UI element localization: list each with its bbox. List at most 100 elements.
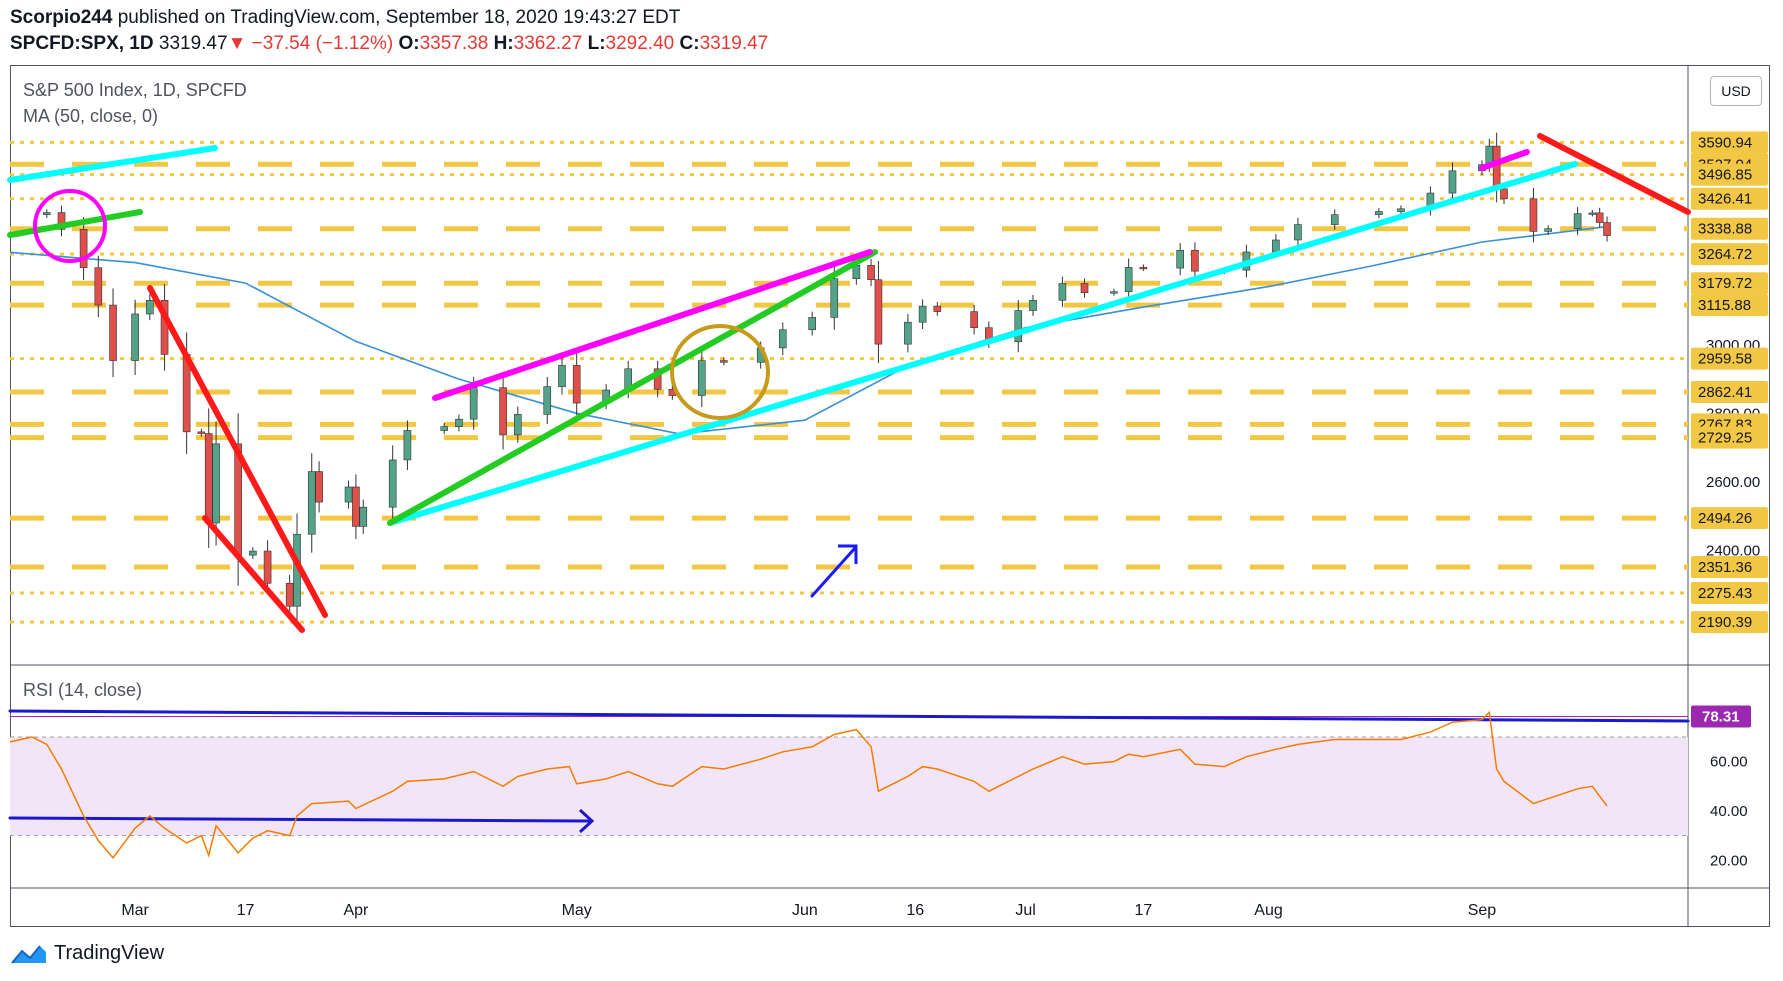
candle-up bbox=[778, 329, 787, 349]
level-label-bg bbox=[1691, 131, 1768, 154]
time-axis-tick: Sep bbox=[1468, 902, 1497, 919]
low-value: 3292.40 bbox=[605, 33, 675, 54]
candle-up bbox=[359, 506, 368, 527]
candle-up bbox=[146, 299, 154, 315]
level-label: 3179.72 bbox=[1698, 275, 1752, 292]
candle-down bbox=[499, 387, 507, 436]
candle-down bbox=[1139, 267, 1148, 270]
level-label-bg bbox=[1691, 507, 1768, 530]
tradingview-logo-icon bbox=[11, 944, 46, 964]
candle-up bbox=[514, 414, 522, 436]
candle-up bbox=[698, 360, 706, 396]
rsi-legend[interactable]: RSI (14, close) bbox=[23, 680, 143, 700]
candle-up bbox=[344, 486, 353, 503]
cyan-trendline-top bbox=[7, 145, 218, 183]
candle-down bbox=[720, 360, 728, 363]
down-arrow-icon: ▼ bbox=[227, 33, 247, 54]
magenta-circle-annotation bbox=[33, 189, 107, 263]
currency-button[interactable]: USD bbox=[1710, 76, 1762, 106]
candle-down bbox=[109, 304, 117, 361]
candle-up bbox=[830, 278, 839, 318]
ohlc-bar: SPCFD:SPX, 1D 3319.47▼ −37.54 (−1.12%) O… bbox=[10, 33, 768, 55]
level-label-bg bbox=[1691, 611, 1768, 634]
candle-up bbox=[1375, 211, 1383, 215]
candle-up bbox=[1014, 310, 1023, 343]
low-label: L: bbox=[587, 33, 606, 54]
green-trendline bbox=[387, 249, 878, 526]
level-label: 2494.26 bbox=[1698, 510, 1752, 527]
publish-info: Scorpio244 published on TradingView.com,… bbox=[10, 7, 680, 29]
candle-down bbox=[1595, 212, 1604, 223]
candle-down bbox=[867, 265, 875, 281]
price-axis-tick: 2600.00 bbox=[1706, 474, 1760, 491]
open-label: O: bbox=[398, 33, 420, 54]
level-label: 3338.88 bbox=[1698, 221, 1752, 238]
level-label: 3264.72 bbox=[1698, 246, 1752, 263]
time-axis-tick: 17 bbox=[1134, 902, 1152, 919]
candle-up bbox=[1544, 228, 1552, 232]
level-label-bg bbox=[1691, 380, 1768, 403]
candle-down bbox=[572, 365, 581, 404]
candle-down bbox=[1191, 249, 1199, 272]
candle-up bbox=[42, 212, 51, 215]
time-axis-tick: Jun bbox=[792, 902, 818, 919]
level-label: 3496.85 bbox=[1698, 167, 1752, 184]
candle-up bbox=[1573, 213, 1582, 229]
candle-down bbox=[263, 550, 272, 584]
level-label: 2351.36 bbox=[1698, 559, 1752, 576]
candle-down bbox=[1080, 283, 1089, 294]
level-label: 2275.43 bbox=[1698, 585, 1752, 602]
candle-down bbox=[94, 267, 103, 306]
level-label: 2729.25 bbox=[1698, 430, 1752, 447]
level-label-bg bbox=[1691, 187, 1768, 210]
candle-up bbox=[1588, 212, 1597, 215]
candle-down bbox=[1603, 222, 1611, 236]
chart-frame bbox=[10, 65, 1770, 927]
time-axis-tick: Jul bbox=[1015, 902, 1035, 919]
magenta-trendline-sep bbox=[1479, 149, 1530, 171]
level-label-bg bbox=[1691, 243, 1768, 266]
level-label: 3426.41 bbox=[1698, 191, 1752, 208]
rsi-value-label-bg bbox=[1691, 705, 1751, 728]
magenta-trendline bbox=[432, 249, 873, 401]
rsi-blue-resistance-line bbox=[8, 709, 1690, 723]
red-trendline-sep bbox=[1537, 133, 1691, 215]
rsi-value-label: 78.31 bbox=[1702, 708, 1740, 725]
price-change: −37.54 (−1.12%) bbox=[251, 33, 394, 54]
candle-up bbox=[403, 430, 412, 461]
candle-down bbox=[933, 305, 942, 312]
candle-up bbox=[1124, 267, 1133, 293]
candle-up bbox=[1058, 283, 1067, 301]
candle-down bbox=[970, 311, 978, 328]
time-axis-tick: May bbox=[562, 902, 592, 919]
candle-up bbox=[1330, 214, 1339, 225]
candle-down bbox=[57, 212, 66, 230]
candle-down bbox=[874, 279, 883, 345]
level-label-bg bbox=[1691, 426, 1768, 449]
time-axis-tick: 17 bbox=[237, 902, 255, 919]
olive-circle-annotation bbox=[670, 324, 770, 420]
level-label: 3115.88 bbox=[1698, 297, 1751, 314]
chart-title: S&P 500 Index, 1D, SPCFD bbox=[23, 80, 247, 100]
open-value: 3357.38 bbox=[419, 33, 489, 54]
candle-down bbox=[315, 471, 323, 503]
candle-up bbox=[388, 459, 397, 508]
level-label-bg bbox=[1691, 556, 1768, 579]
ma-legend[interactable]: MA (50, close, 0) bbox=[23, 106, 159, 126]
level-label-bg bbox=[1691, 163, 1768, 186]
time-axis-tick: Mar bbox=[121, 902, 149, 919]
candle-up bbox=[1294, 224, 1302, 241]
candle-up bbox=[543, 386, 552, 415]
candle-down bbox=[204, 433, 213, 524]
symbol-label: SPCFD:SPX, 1D bbox=[10, 33, 154, 54]
candle-up bbox=[852, 265, 861, 279]
tradingview-logo[interactable]: TradingView bbox=[10, 942, 164, 965]
tradingview-brand: TradingView bbox=[54, 942, 165, 964]
candle-down bbox=[1529, 198, 1538, 232]
high-label: H: bbox=[493, 33, 514, 54]
publisher-name[interactable]: Scorpio244 bbox=[10, 7, 113, 28]
candle-up bbox=[1272, 239, 1280, 253]
candle-up bbox=[1029, 299, 1037, 311]
level-label-bg bbox=[1691, 347, 1768, 370]
